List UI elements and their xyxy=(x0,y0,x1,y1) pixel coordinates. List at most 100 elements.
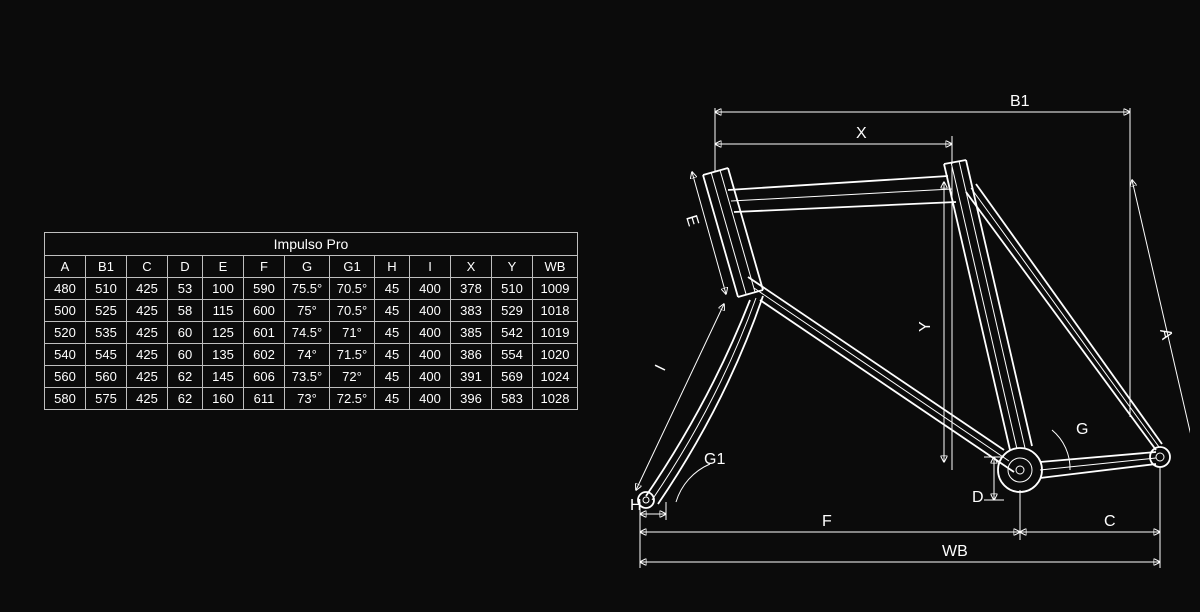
table-cell: 425 xyxy=(127,366,168,388)
table-cell: 60 xyxy=(168,322,203,344)
col-C: C xyxy=(127,256,168,278)
table-cell: 500 xyxy=(45,300,86,322)
table-cell: 45 xyxy=(375,344,410,366)
seatstay xyxy=(966,184,1162,450)
table-cell: 400 xyxy=(410,344,451,366)
col-I: I xyxy=(410,256,451,278)
table-cell: 160 xyxy=(203,388,244,410)
table-cell: 45 xyxy=(375,300,410,322)
col-F: F xyxy=(244,256,285,278)
table-cell: 560 xyxy=(45,366,86,388)
stage: Impulso Pro A B1 C D E F G G1 H I X Y WB… xyxy=(0,0,1200,612)
col-D: D xyxy=(168,256,203,278)
table-cell: 378 xyxy=(451,278,492,300)
table-title: Impulso Pro xyxy=(45,233,578,256)
col-G1: G1 xyxy=(330,256,375,278)
table-cell: 569 xyxy=(492,366,533,388)
frame-diagram: B1 X E I G1 G A Y D H xyxy=(600,72,1190,592)
table-cell: 45 xyxy=(375,278,410,300)
table-cell: 542 xyxy=(492,322,533,344)
label-G: G xyxy=(1076,421,1088,438)
label-Y: Y xyxy=(917,321,934,332)
table-cell: 71.5° xyxy=(330,344,375,366)
table-cell: 602 xyxy=(244,344,285,366)
col-G: G xyxy=(285,256,330,278)
col-E: E xyxy=(203,256,244,278)
label-H: H xyxy=(630,497,642,514)
col-B1: B1 xyxy=(86,256,127,278)
table-cell: 510 xyxy=(86,278,127,300)
table-cell: 425 xyxy=(127,322,168,344)
table-row: 5205354256012560174.5°71°454003855421019 xyxy=(45,322,578,344)
geometry-table: Impulso Pro A B1 C D E F G G1 H I X Y WB… xyxy=(44,232,578,410)
table-cell: 400 xyxy=(410,322,451,344)
table-cell: 45 xyxy=(375,388,410,410)
table-cell: 583 xyxy=(492,388,533,410)
table-cell: 73° xyxy=(285,388,330,410)
label-G1: G1 xyxy=(704,451,725,468)
table-body: 4805104255310059075.5°70.5°4540037851010… xyxy=(45,278,578,410)
table-cell: 45 xyxy=(375,322,410,344)
col-Y: Y xyxy=(492,256,533,278)
table-cell: 400 xyxy=(410,278,451,300)
chainstay xyxy=(1040,452,1156,478)
table-cell: 62 xyxy=(168,388,203,410)
top-tube xyxy=(728,176,956,212)
table-cell: 1028 xyxy=(533,388,578,410)
table-cell: 535 xyxy=(86,322,127,344)
table-cell: 575 xyxy=(86,388,127,410)
table-row: 4805104255310059075.5°70.5°4540037851010… xyxy=(45,278,578,300)
table-cell: 425 xyxy=(127,278,168,300)
table-cell: 385 xyxy=(451,322,492,344)
table-cell: 400 xyxy=(410,366,451,388)
table-cell: 145 xyxy=(203,366,244,388)
table-cell: 611 xyxy=(244,388,285,410)
table-cell: 1024 xyxy=(533,366,578,388)
label-F: F xyxy=(822,513,832,530)
table-cell: 560 xyxy=(86,366,127,388)
table-cell: 396 xyxy=(451,388,492,410)
label-WB: WB xyxy=(942,543,968,560)
table-cell: 72.5° xyxy=(330,388,375,410)
bb-shell xyxy=(998,448,1042,492)
col-X: X xyxy=(451,256,492,278)
seat-tube xyxy=(944,160,1032,450)
col-H: H xyxy=(375,256,410,278)
table-cell: 1019 xyxy=(533,322,578,344)
label-D: D xyxy=(972,489,984,506)
table-cell: 600 xyxy=(244,300,285,322)
table-cell: 53 xyxy=(168,278,203,300)
table-cell: 606 xyxy=(244,366,285,388)
table-cell: 60 xyxy=(168,344,203,366)
table-cell: 75.5° xyxy=(285,278,330,300)
table-cell: 386 xyxy=(451,344,492,366)
label-B1: B1 xyxy=(1010,93,1030,110)
table-cell: 590 xyxy=(244,278,285,300)
table-cell: 45 xyxy=(375,366,410,388)
table-cell: 115 xyxy=(203,300,244,322)
table-cell: 135 xyxy=(203,344,244,366)
table-cell: 1020 xyxy=(533,344,578,366)
rear-dropout xyxy=(1150,447,1170,467)
table-row: 5605604256214560673.5°72°454003915691024 xyxy=(45,366,578,388)
table-cell: 425 xyxy=(127,300,168,322)
col-A: A xyxy=(45,256,86,278)
table-cell: 100 xyxy=(203,278,244,300)
table-cell: 480 xyxy=(45,278,86,300)
label-C: C xyxy=(1104,513,1116,530)
table-cell: 125 xyxy=(203,322,244,344)
table-cell: 554 xyxy=(492,344,533,366)
table-cell: 391 xyxy=(451,366,492,388)
table-cell: 520 xyxy=(45,322,86,344)
table-cell: 425 xyxy=(127,344,168,366)
col-WB: WB xyxy=(533,256,578,278)
label-A: A xyxy=(1156,327,1175,342)
table-row: 5805754256216061173°72.5°454003965831028 xyxy=(45,388,578,410)
table-cell: 71° xyxy=(330,322,375,344)
head-tube xyxy=(703,168,763,297)
table-header-row: A B1 C D E F G G1 H I X Y WB xyxy=(45,256,578,278)
table-cell: 74.5° xyxy=(285,322,330,344)
table-cell: 510 xyxy=(492,278,533,300)
table-cell: 1009 xyxy=(533,278,578,300)
table-cell: 601 xyxy=(244,322,285,344)
